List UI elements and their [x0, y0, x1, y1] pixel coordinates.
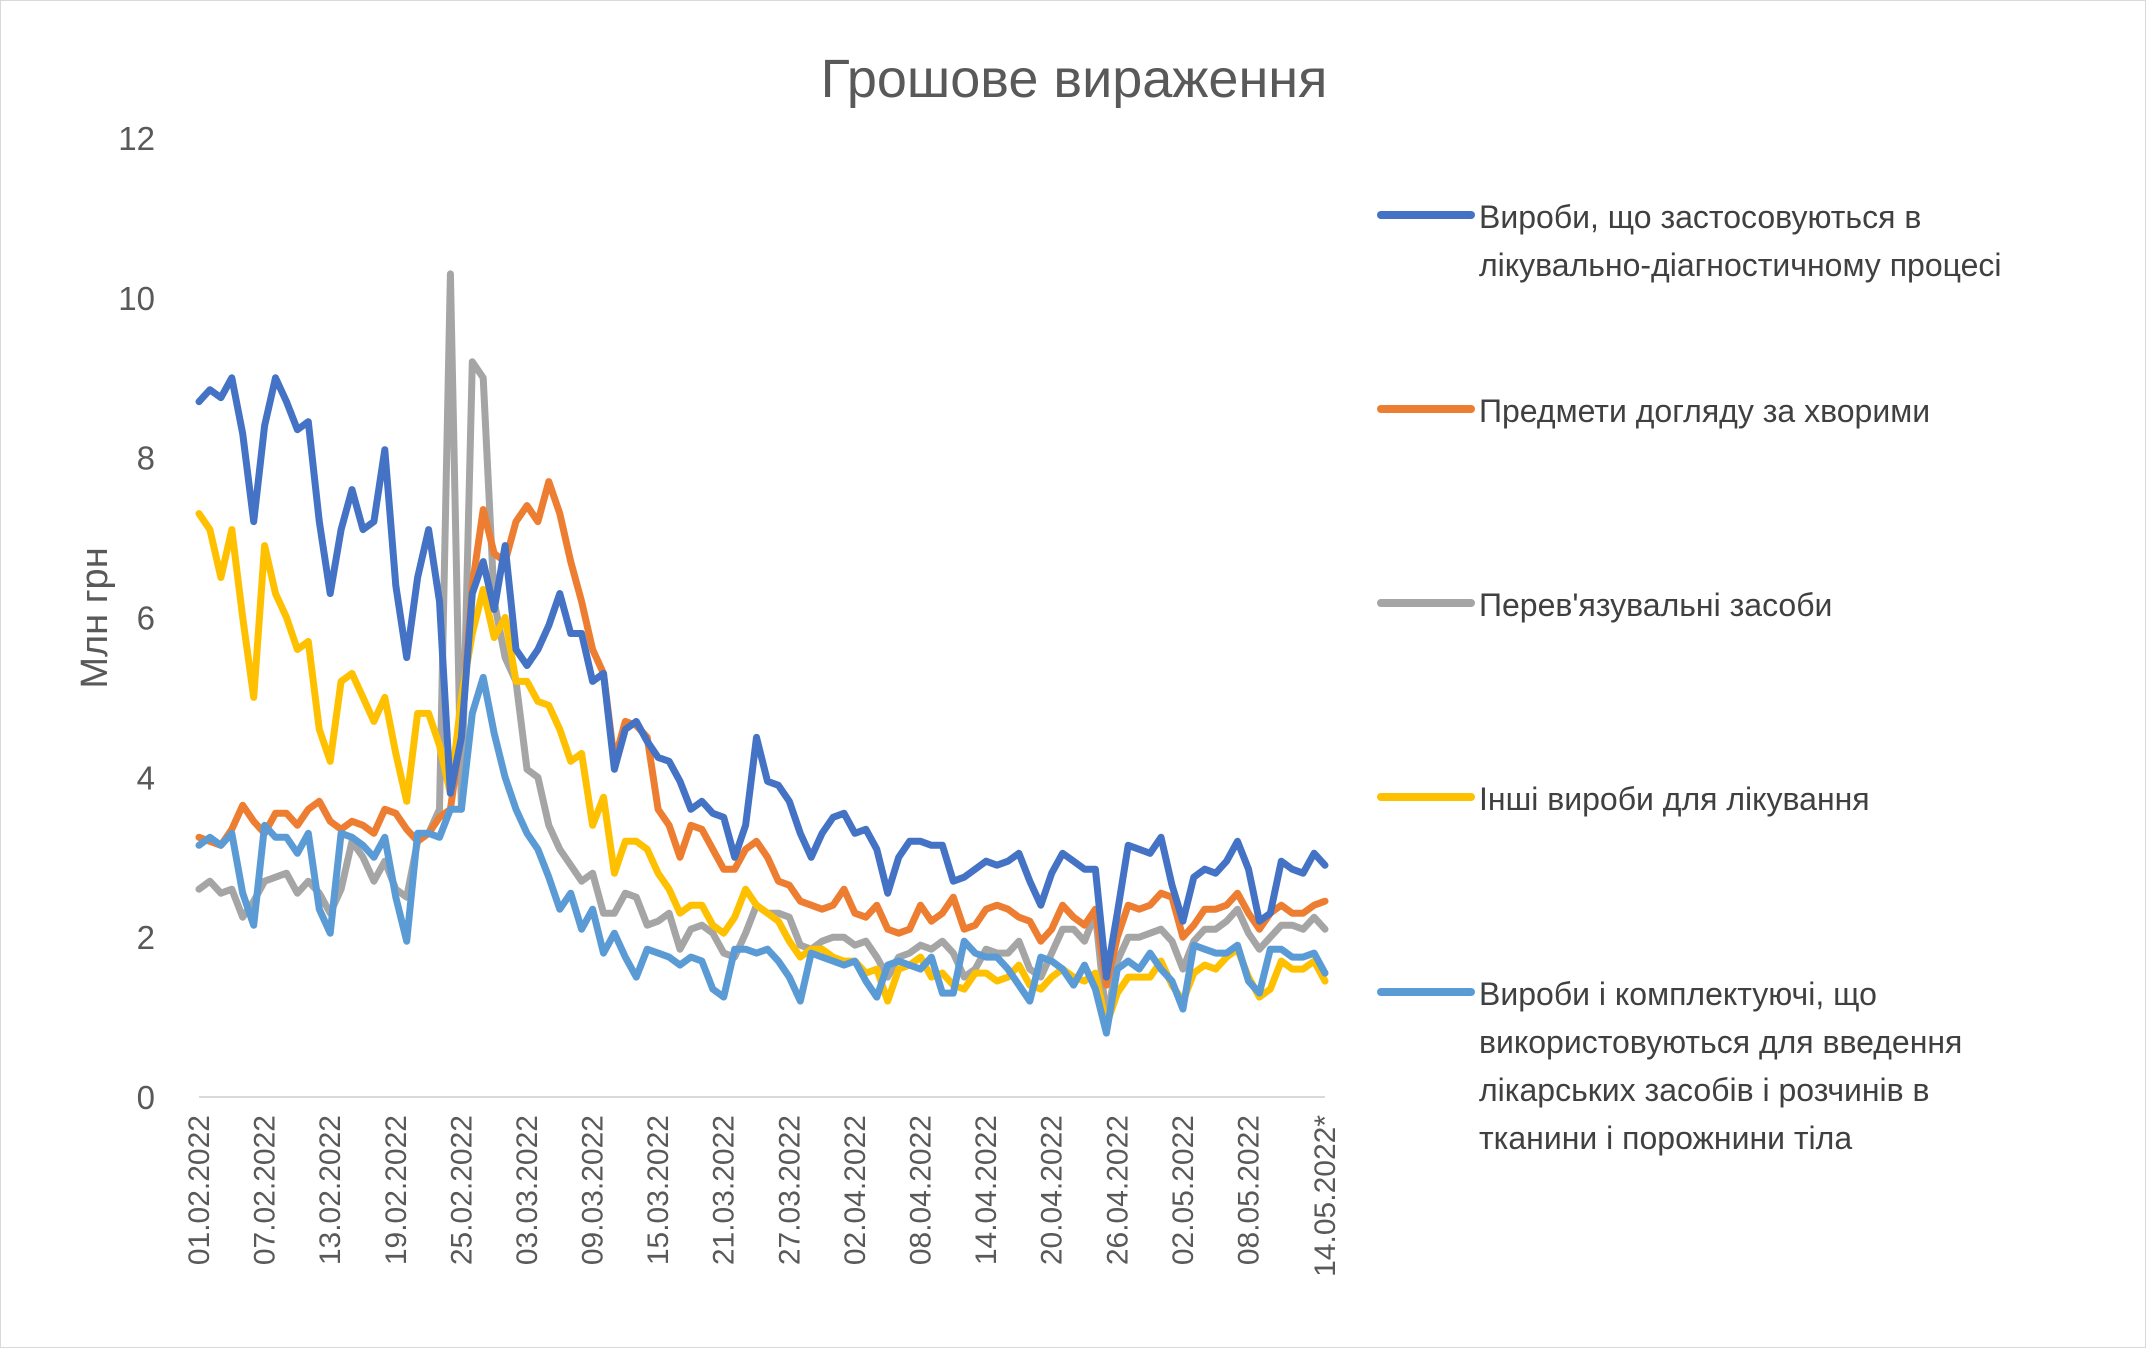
chart-title: Грошове вираження [821, 49, 1328, 109]
x-tick-label: 14.04.2022 [970, 1115, 1003, 1265]
x-axis: 01.02.2022 07.02.2022 13.02.2022 19.02.2022… [183, 1096, 1342, 1277]
series-line-4 [195, 510, 1329, 1029]
series-line-2 [195, 478, 1329, 989]
x-tick-label: 27.03.2022 [773, 1115, 806, 1265]
x-tick-label: 09.03.2022 [577, 1115, 610, 1265]
x-tick-label: 13.02.2022 [314, 1115, 347, 1265]
legend-item-3: Перев'язувальні засоби [1377, 587, 1832, 623]
legend-item-5: Вироби і комплектуючі, що використовуютьс… [1377, 976, 1962, 1156]
legend-item-1: Вироби, що застосовуються в лікувально-ді… [1377, 199, 2001, 283]
legend-label: Інші вироби для лікування [1479, 781, 1870, 817]
legend-label: Вироби і комплектуючі, що використовуютьс… [1479, 976, 1962, 1156]
x-tick-label: 08.05.2022 [1232, 1115, 1265, 1265]
x-tick-label: 19.02.2022 [380, 1115, 413, 1265]
x-tick-label: 25.02.2022 [445, 1115, 478, 1265]
x-tick-label: 15.03.2022 [642, 1115, 675, 1265]
y-tick-label: 8 [137, 440, 155, 477]
series-line-1 [195, 374, 1329, 981]
y-tick-label: 10 [118, 280, 155, 317]
x-tick-label: 26.04.2022 [1101, 1115, 1134, 1265]
x-tick-label: 01.02.2022 [183, 1115, 216, 1265]
series-line-5 [195, 673, 1329, 1037]
x-tick-label: 20.04.2022 [1036, 1115, 1069, 1265]
y-tick-label: 6 [137, 600, 155, 637]
y-axis-ticks: 0 2 4 6 8 10 12 [118, 120, 155, 1116]
y-tick-label: 4 [137, 759, 155, 796]
legend-label: Вироби, що застосовуються в лікувально-ді… [1479, 199, 2001, 283]
series-layer [195, 270, 1329, 1037]
legend-label: Перев'язувальні засоби [1479, 587, 1832, 623]
legend: Вироби, що застосовуються в лікувально-ді… [1377, 199, 2001, 1156]
legend-item-2: Предмети догляду за хворими [1377, 393, 1930, 429]
y-tick-label: 2 [137, 919, 155, 956]
x-tick-label: 21.03.2022 [708, 1115, 741, 1265]
x-tick-label: 07.02.2022 [249, 1115, 282, 1265]
x-tick-label: 14.05.2022* [1309, 1115, 1342, 1277]
y-tick-label: 0 [137, 1079, 155, 1116]
y-axis-title: Млн грн [74, 547, 116, 688]
x-tick-label: 08.04.2022 [905, 1115, 938, 1265]
x-tick-label: 02.05.2022 [1167, 1115, 1200, 1265]
legend-item-4: Інші вироби для лікування [1377, 781, 1870, 817]
x-tick-label: 03.03.2022 [511, 1115, 544, 1265]
y-tick-label: 12 [118, 120, 155, 157]
legend-label: Предмети догляду за хворими [1479, 393, 1930, 429]
x-tick-label: 02.04.2022 [839, 1115, 872, 1265]
